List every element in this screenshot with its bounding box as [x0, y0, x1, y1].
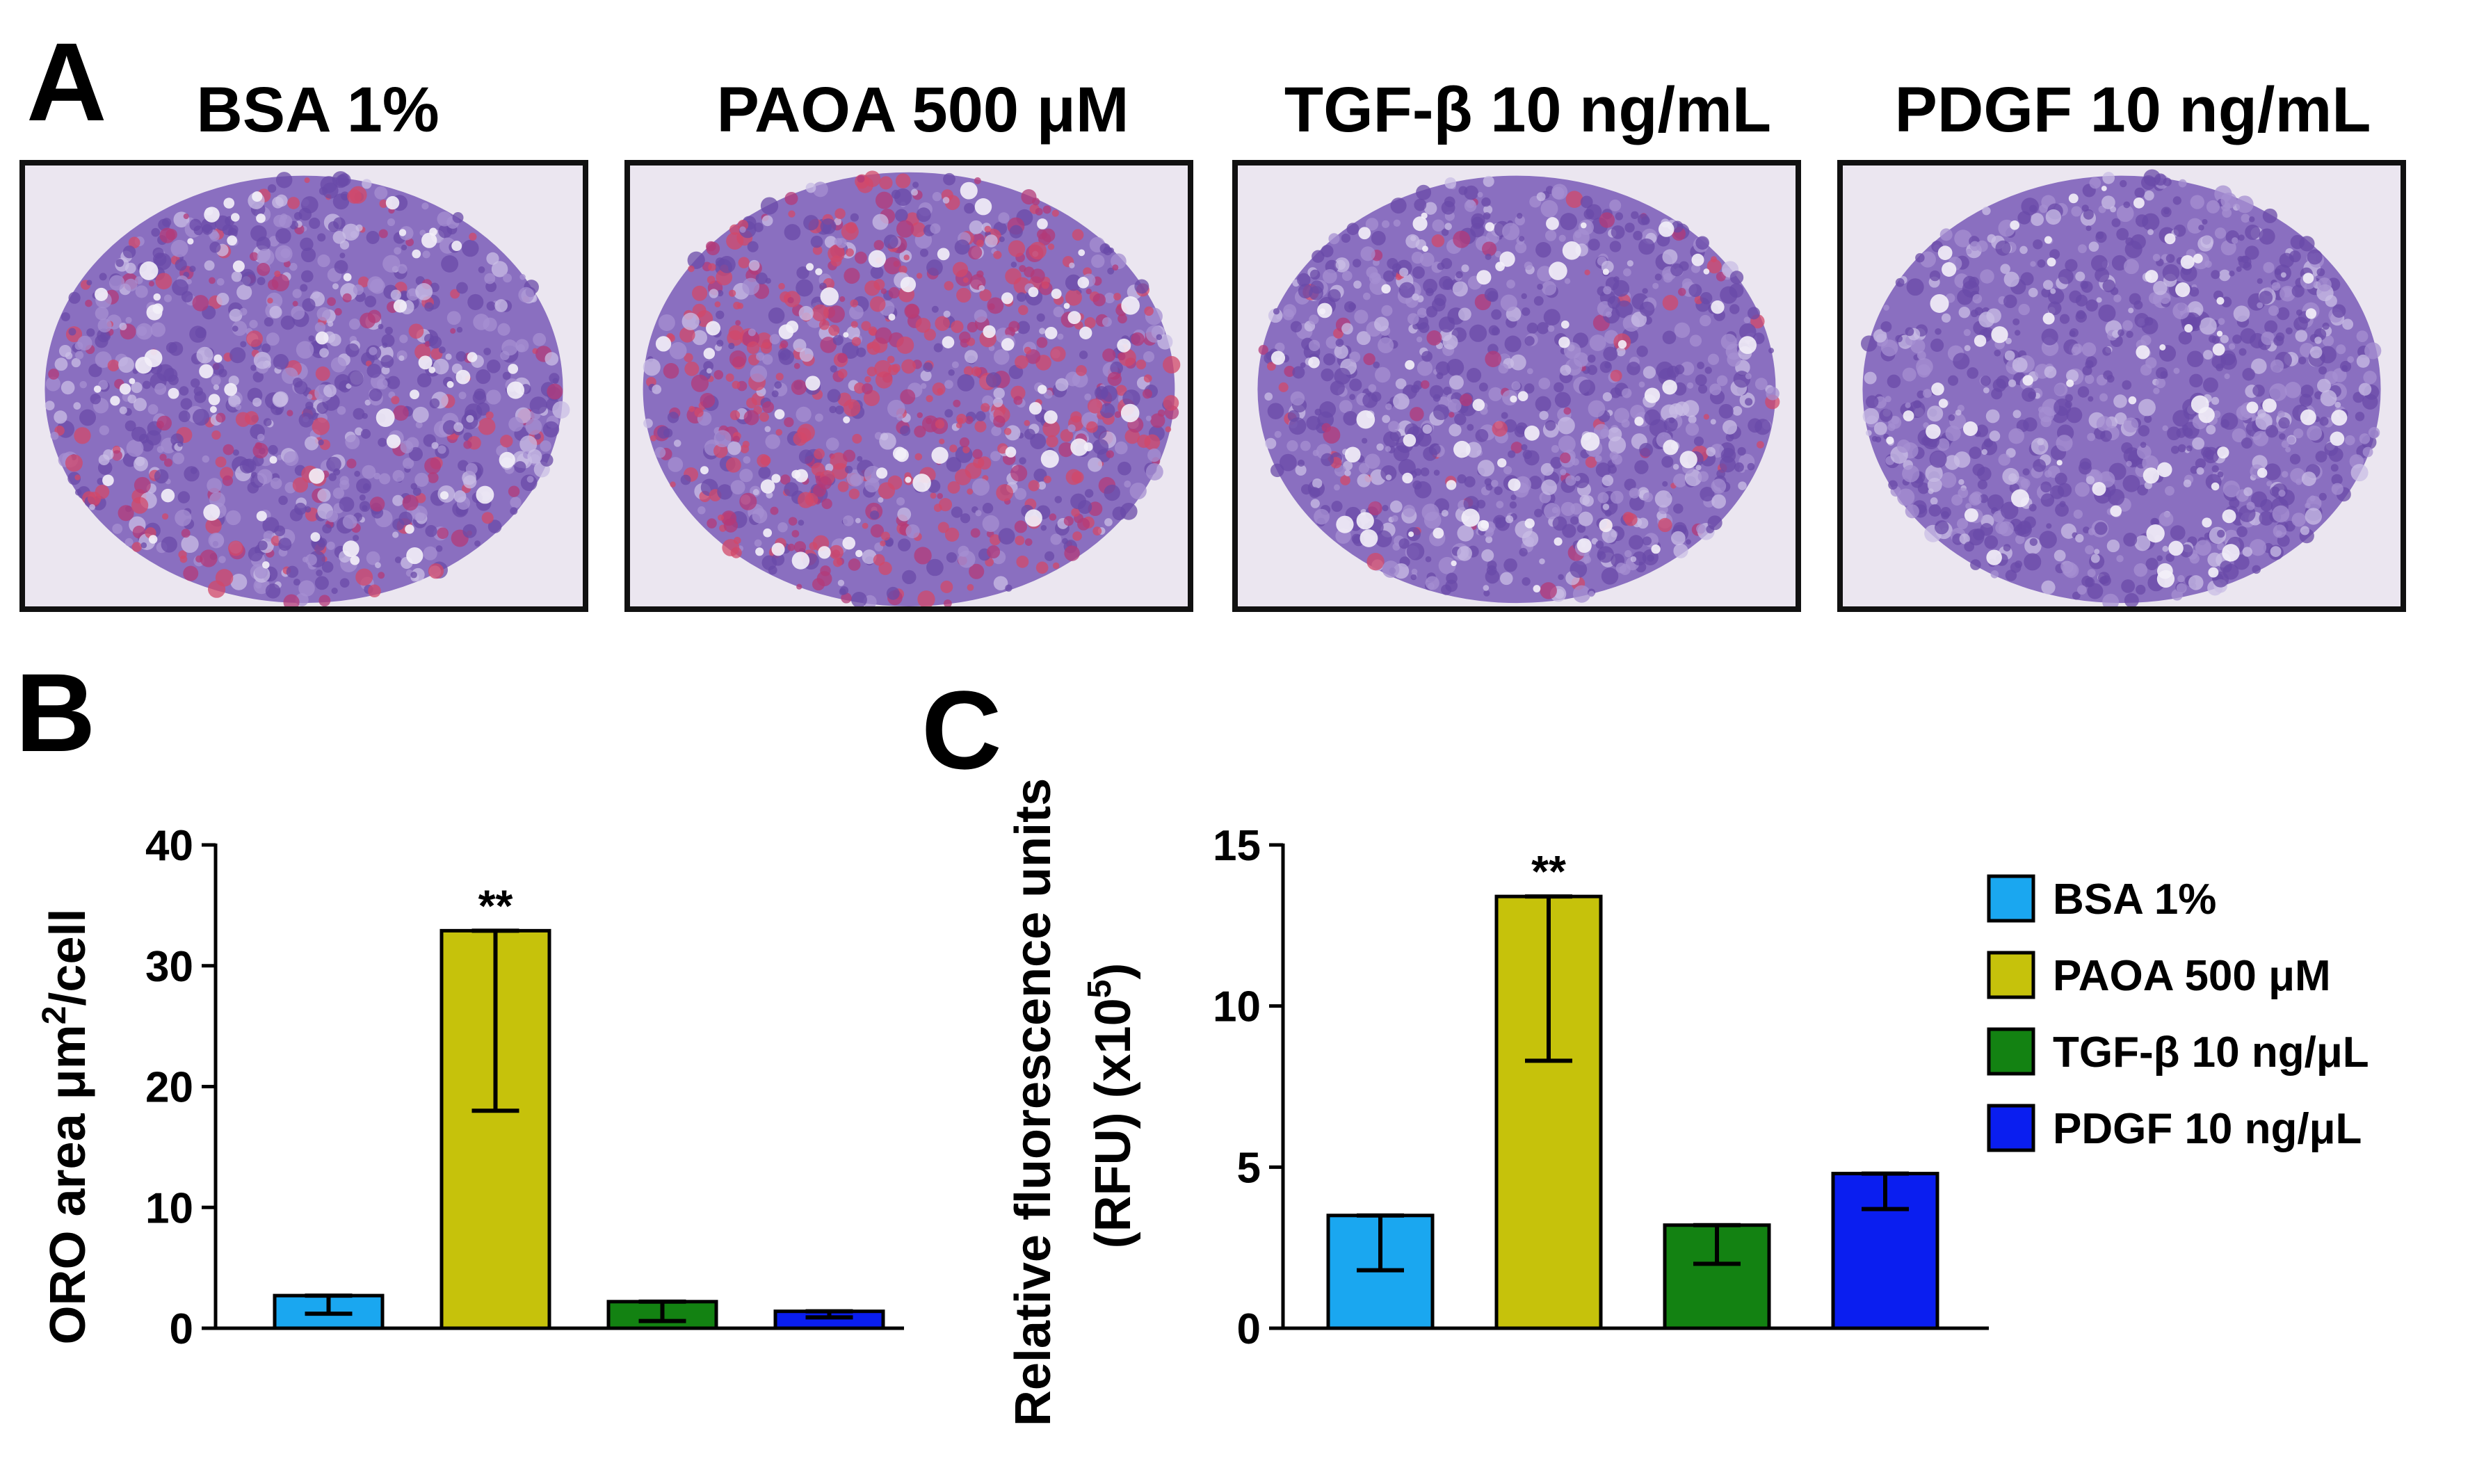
error-bar-bsa	[305, 1293, 353, 1316]
image-title-paoa: PAOA 500 μM	[716, 74, 1129, 145]
bar-paoa	[1494, 894, 1603, 1330]
bar-pdgf	[1831, 1172, 1939, 1330]
micrograph-pdgf	[1837, 160, 2406, 612]
error-bar-paoa	[471, 928, 519, 1113]
significance-label: **	[1531, 846, 1566, 896]
legend-entry-paoa: PAOA 500 μM	[1987, 951, 2331, 1000]
micrograph-paoa	[624, 160, 1193, 612]
cell-texture	[643, 170, 1181, 606]
panel-a-label: A	[26, 19, 107, 144]
y-tick-label: 30	[145, 943, 193, 991]
legend-label: PAOA 500 μM	[2053, 952, 2331, 1000]
legend-label: TGF-β 10 ng/μL	[2053, 1029, 2369, 1076]
error-bar-tgf	[638, 1299, 686, 1323]
y-tick-label: 0	[170, 1305, 193, 1353]
cell-texture	[45, 171, 570, 606]
legend-swatch	[1987, 874, 2035, 923]
legend-label: PDGF 10 ng/μL	[2053, 1105, 2362, 1153]
y-tick-label: 5	[1237, 1144, 1261, 1192]
y-tick-label: 10	[145, 1184, 193, 1232]
micrograph-tgf	[1232, 160, 1801, 612]
y-tick-label: 0	[1237, 1305, 1261, 1353]
panel-c-label: C	[921, 668, 1002, 792]
y-axis-title-line2: (RFU) (x105)	[1081, 963, 1141, 1249]
error-bar-tgf	[1693, 1223, 1741, 1266]
error-bar-bsa	[1357, 1213, 1404, 1273]
legend-entry-pdgf: PDGF 10 ng/μL	[1987, 1104, 2362, 1153]
y-axis-title: ORO area μm2/cell	[36, 908, 96, 1344]
legend-swatch	[1987, 1104, 2035, 1152]
error-bar-pdgf	[1862, 1171, 1909, 1211]
chart-c-rfu: 0 5 10 15 ** Relative fluorescence units (RFU)…	[1006, 778, 1989, 1426]
y-tick-label: 20	[145, 1064, 193, 1112]
error-bar-paoa	[1525, 894, 1572, 1063]
panel-b-label: B	[15, 650, 96, 775]
micrograph-bsa	[19, 160, 588, 612]
legend: BSA 1% PAOA 500 μM TGF-β 10 ng/μL PDGF 10 n…	[1987, 874, 2369, 1153]
y-tick-label: 10	[1213, 983, 1261, 1031]
significance-label: **	[478, 880, 513, 930]
chart-b-oro-area: 0 10 20 30 40 ** ORO area μm2/cell	[36, 822, 904, 1353]
y-axis-title-line1: Relative fluorescence units	[1006, 778, 1061, 1426]
legend-label: BSA 1%	[2053, 876, 2216, 924]
legend-entry-tgf: TGF-β 10 ng/μL	[1987, 1027, 2369, 1076]
cell-texture	[1258, 175, 1780, 603]
image-title-bsa: BSA 1%	[196, 74, 439, 145]
legend-swatch	[1987, 951, 2035, 999]
y-tick-label: 15	[1213, 822, 1261, 870]
legend-swatch	[1987, 1027, 2035, 1076]
image-title-tgf: TGF-β 10 ng/mL	[1284, 74, 1772, 145]
legend-entry-bsa: BSA 1%	[1987, 874, 2216, 924]
cell-texture	[1860, 169, 2382, 606]
error-bar-pdgf	[805, 1309, 853, 1320]
y-tick-label: 40	[145, 822, 193, 870]
image-title-pdgf: PDGF 10 ng/mL	[1894, 74, 2371, 145]
